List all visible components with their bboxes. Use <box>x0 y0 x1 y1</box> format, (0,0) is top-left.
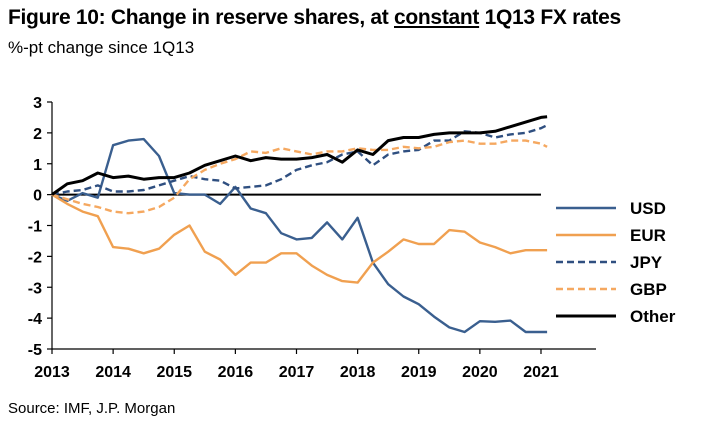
x-tick-label: 2015 <box>156 364 192 381</box>
x-tick-label: 2016 <box>218 364 254 381</box>
series-line-gbp <box>51 139 548 215</box>
series-lines <box>51 115 548 334</box>
source-note: Source: IMF, J.P. Morgan <box>8 400 176 417</box>
y-tick-label: 0 <box>33 188 42 205</box>
y-tick-label: -5 <box>28 342 42 359</box>
legend-label-eur: EUR <box>630 226 666 245</box>
title-prefix: Figure 10: Change in reserve shares, at <box>8 6 394 29</box>
y-tick-label: -1 <box>28 219 42 236</box>
x-tick-label: 2020 <box>462 364 498 381</box>
y-tick-label: 1 <box>33 157 42 174</box>
chart-title: Figure 10: Change in reserve shares, at … <box>8 6 621 30</box>
legend-label-usd: USD <box>630 199 666 218</box>
y-tick-label: 2 <box>33 126 42 143</box>
x-tick-label: 2017 <box>279 364 315 381</box>
x-tick-label: 2013 <box>34 364 70 381</box>
x-tick-label: 2018 <box>340 364 376 381</box>
legend-label-gbp: GBP <box>630 280 667 299</box>
series-line-eur <box>51 193 548 284</box>
y-tick-label: -2 <box>28 249 42 266</box>
x-tick-label: 2021 <box>523 364 559 381</box>
axes: 3 2 1 0 -1 -2 -3 -4 -5 2013 2014 2015 2016 2017 2018 20… <box>28 95 596 381</box>
legend-label-other: Other <box>630 307 676 326</box>
y-tick-label: -4 <box>28 311 42 328</box>
chart-subtitle: %-pt change since 1Q13 <box>8 38 195 57</box>
y-tick-label: 3 <box>33 95 42 112</box>
legend: USD EUR JPY GBP Other <box>556 199 676 326</box>
title-suffix: 1Q13 FX rates <box>479 6 621 29</box>
series-line-usd <box>51 137 548 334</box>
title-emphasis: constant <box>394 6 480 29</box>
legend-label-jpy: JPY <box>630 253 663 272</box>
x-tick-label: 2014 <box>95 364 131 381</box>
x-tick-label: 2019 <box>401 364 437 381</box>
y-tick-label: -3 <box>28 280 42 297</box>
series-line-other <box>51 115 548 196</box>
